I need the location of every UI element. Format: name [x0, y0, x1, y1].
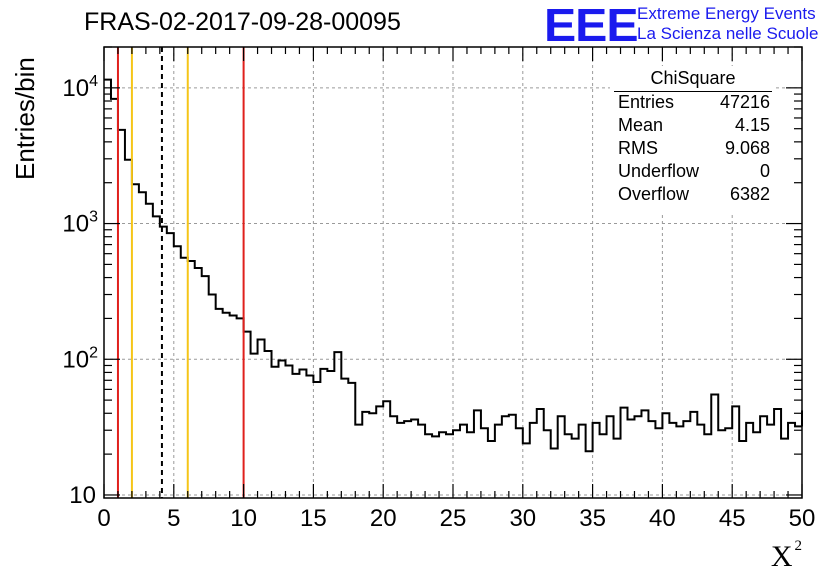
x-tick-label: 30: [509, 505, 536, 532]
x-tick-label: 15: [300, 505, 327, 532]
y-axis-label: Entries/bin: [10, 57, 40, 180]
stats-value: 47216: [719, 92, 770, 112]
stats-title: ChiSquare: [650, 68, 736, 88]
y-tick-label: 104: [62, 73, 98, 102]
x-tick-label: 50: [789, 505, 816, 532]
stats-row-rms: RMS 9.068: [618, 138, 770, 160]
y-tick-label: 102: [62, 344, 98, 373]
y-axis-label-wrap: Entries/bin: [4, 40, 44, 180]
stats-value: 6382: [729, 184, 770, 204]
x-tick-label: 45: [719, 505, 746, 532]
stats-key: Underflow: [618, 161, 700, 181]
stats-row-entries: Entries 47216: [618, 92, 770, 114]
x-tick-label: 25: [440, 505, 467, 532]
stats-key: Entries: [618, 92, 675, 112]
stats-key: Mean: [618, 115, 664, 135]
x-tick-label: 40: [649, 505, 676, 532]
x-tick-label: 35: [579, 505, 606, 532]
stats-key: Overflow: [618, 184, 690, 204]
stats-value: 9.068: [724, 138, 770, 158]
eee-logo-line1: Extreme Energy Events: [637, 4, 816, 23]
eee-logo: EEE Extreme Energy Events La Scienza nel…: [544, 0, 834, 51]
stats-key: RMS: [618, 138, 658, 158]
histogram-series: [104, 78, 802, 453]
stats-separator: [614, 91, 772, 92]
stats-row-underflow: Underflow 0: [618, 161, 770, 183]
stats-value: 4.15: [734, 115, 770, 135]
y-tick-label: 103: [62, 209, 98, 238]
x-tick-label: 10: [230, 505, 257, 532]
x-tick-label: 20: [370, 505, 397, 532]
stats-row-overflow: Overflow 6382: [618, 184, 770, 206]
x-tick-label: 5: [167, 505, 180, 532]
stats-value: 0: [759, 161, 770, 181]
y-tick-label: 10: [69, 482, 96, 509]
statistics-box: ChiSquare Entries 47216 Mean 4.15 RMS 9.…: [610, 66, 776, 212]
x-axis-label-base: X: [770, 540, 793, 573]
x-axis-label-superscript: 2: [794, 538, 803, 554]
x-tick-label: 0: [97, 505, 110, 532]
eee-logo-line2: La Scienza nelle Scuole: [637, 24, 819, 43]
run-title: FRAS-02-2017-09-28-00095: [84, 8, 401, 36]
stats-row-mean: Mean 4.15: [618, 115, 770, 137]
eee-logo-mark: EEE: [544, 0, 639, 51]
